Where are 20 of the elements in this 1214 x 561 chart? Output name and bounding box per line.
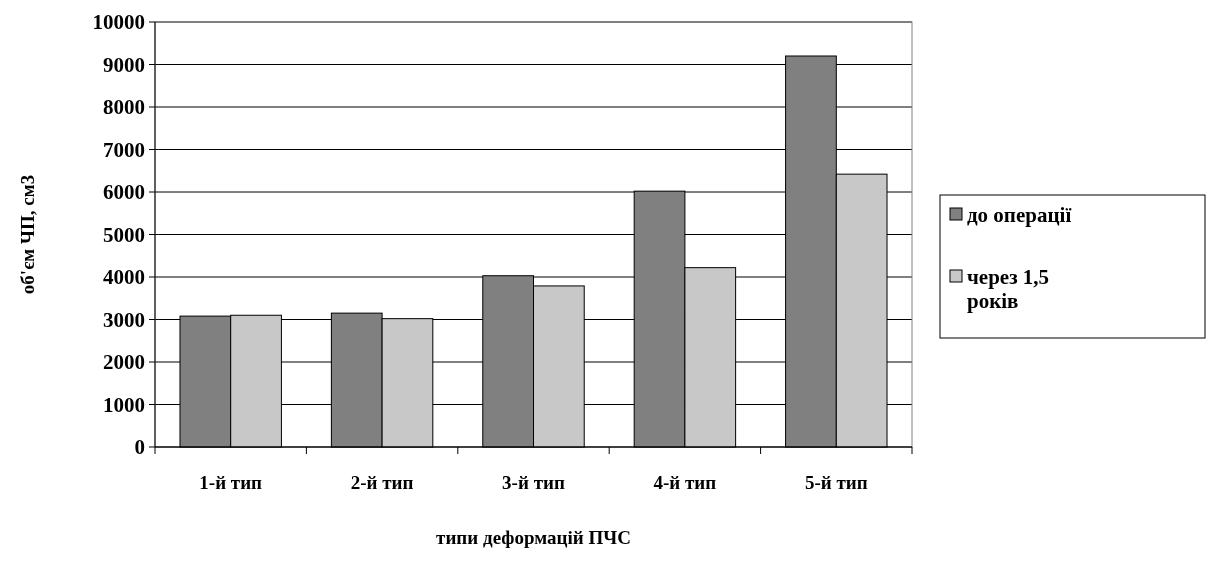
y-tick-label: 0 — [134, 435, 145, 460]
x-tick-label: 2-й тип — [350, 472, 414, 493]
y-tick-label: 6000 — [103, 180, 145, 205]
legend-label: до операції — [967, 203, 1072, 227]
y-tick-label: 7000 — [103, 137, 145, 162]
y-tick-label: 4000 — [103, 265, 145, 290]
y-tick-label: 3000 — [103, 307, 145, 332]
y-tick-label: 5000 — [103, 222, 145, 247]
x-tick-label: 3-й тип — [502, 472, 565, 493]
x-tick-label: 1-й тип — [199, 472, 263, 493]
y-tick-label: 8000 — [103, 95, 145, 120]
y-tick-label: 2000 — [103, 350, 145, 375]
y-tick-label: 1000 — [103, 392, 145, 417]
x-tick-label: 5-й тип — [804, 472, 868, 493]
legend-label: через 1,5 років — [967, 265, 1050, 313]
x-axis-title: типи деформацій ПЧС — [436, 527, 631, 548]
y-axis-title: об'єм ЧП, см3 — [17, 174, 38, 295]
y-tick-label: 9000 — [103, 52, 145, 77]
x-tick-label: 4-й тип — [653, 472, 717, 493]
y-tick-label: 10000 — [92, 10, 145, 35]
